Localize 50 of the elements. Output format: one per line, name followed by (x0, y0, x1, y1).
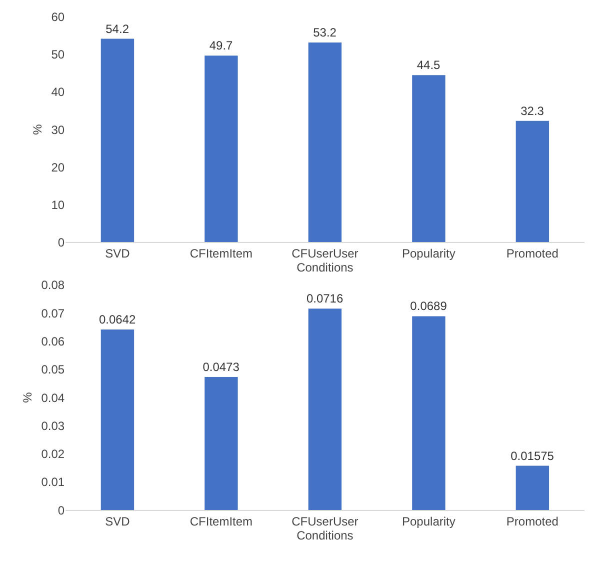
x-tick-label: Promoted (506, 246, 558, 261)
y-axis-title: % (20, 392, 35, 403)
x-axis-title: Conditions (296, 260, 354, 275)
y-tick-label: 0.01 (41, 475, 65, 490)
x-tick-label: CFUserUser (292, 514, 358, 529)
bar (516, 466, 550, 510)
y-tick-label: 50 (51, 48, 65, 62)
y-tick-label: 0.08 (41, 278, 65, 292)
data-label: 32.3 (520, 104, 544, 118)
y-tick-label: 60 (51, 10, 65, 24)
y-tick-label: 0.07 (41, 306, 65, 320)
data-label: 44.5 (416, 58, 441, 72)
bar (516, 120, 550, 242)
x-tick-label: CFItemItem (190, 246, 253, 261)
y-axis-title: % (30, 124, 45, 135)
y-tick-label: 30 (51, 122, 65, 137)
bar (100, 329, 134, 510)
x-tick-label: Promoted (506, 514, 558, 529)
y-tick-label: 40 (51, 85, 65, 100)
y-tick-label: 20 (51, 160, 65, 174)
x-tick-label: CFItemItem (190, 514, 253, 529)
data-label: 0.0642 (98, 312, 136, 326)
y-tick-label: 0.06 (41, 334, 65, 348)
bar (308, 42, 342, 242)
data-label: 54.2 (106, 22, 130, 36)
x-tick-label: SVD (105, 514, 130, 529)
y-tick-label: 0 (58, 235, 65, 250)
data-label: 0.0473 (202, 360, 240, 374)
y-tick-label: 10 (51, 198, 65, 212)
bar (204, 56, 238, 242)
bar (412, 316, 446, 510)
x-tick-label: Popularity (402, 514, 456, 529)
data-label: 53.2 (313, 26, 337, 40)
y-tick-label: 0.04 (41, 390, 65, 405)
bar (100, 38, 134, 242)
y-tick-label: 0 (58, 503, 65, 518)
bar (412, 75, 446, 242)
x-tick-label: SVD (105, 246, 130, 261)
x-axis-title: Conditions (296, 528, 354, 543)
y-tick-label: 0.02 (41, 447, 65, 462)
data-label: 0.0716 (306, 292, 344, 306)
data-label: 0.0689 (410, 299, 448, 314)
x-tick-label: CFUserUser (292, 246, 358, 261)
data-label: 49.7 (209, 38, 234, 53)
bar (308, 308, 342, 510)
y-tick-label: 0.03 (41, 418, 65, 433)
bar (204, 377, 238, 510)
x-tick-label: Popularity (402, 246, 456, 261)
data-label: 0.01575 (510, 448, 554, 463)
y-tick-label: 0.05 (41, 362, 65, 377)
